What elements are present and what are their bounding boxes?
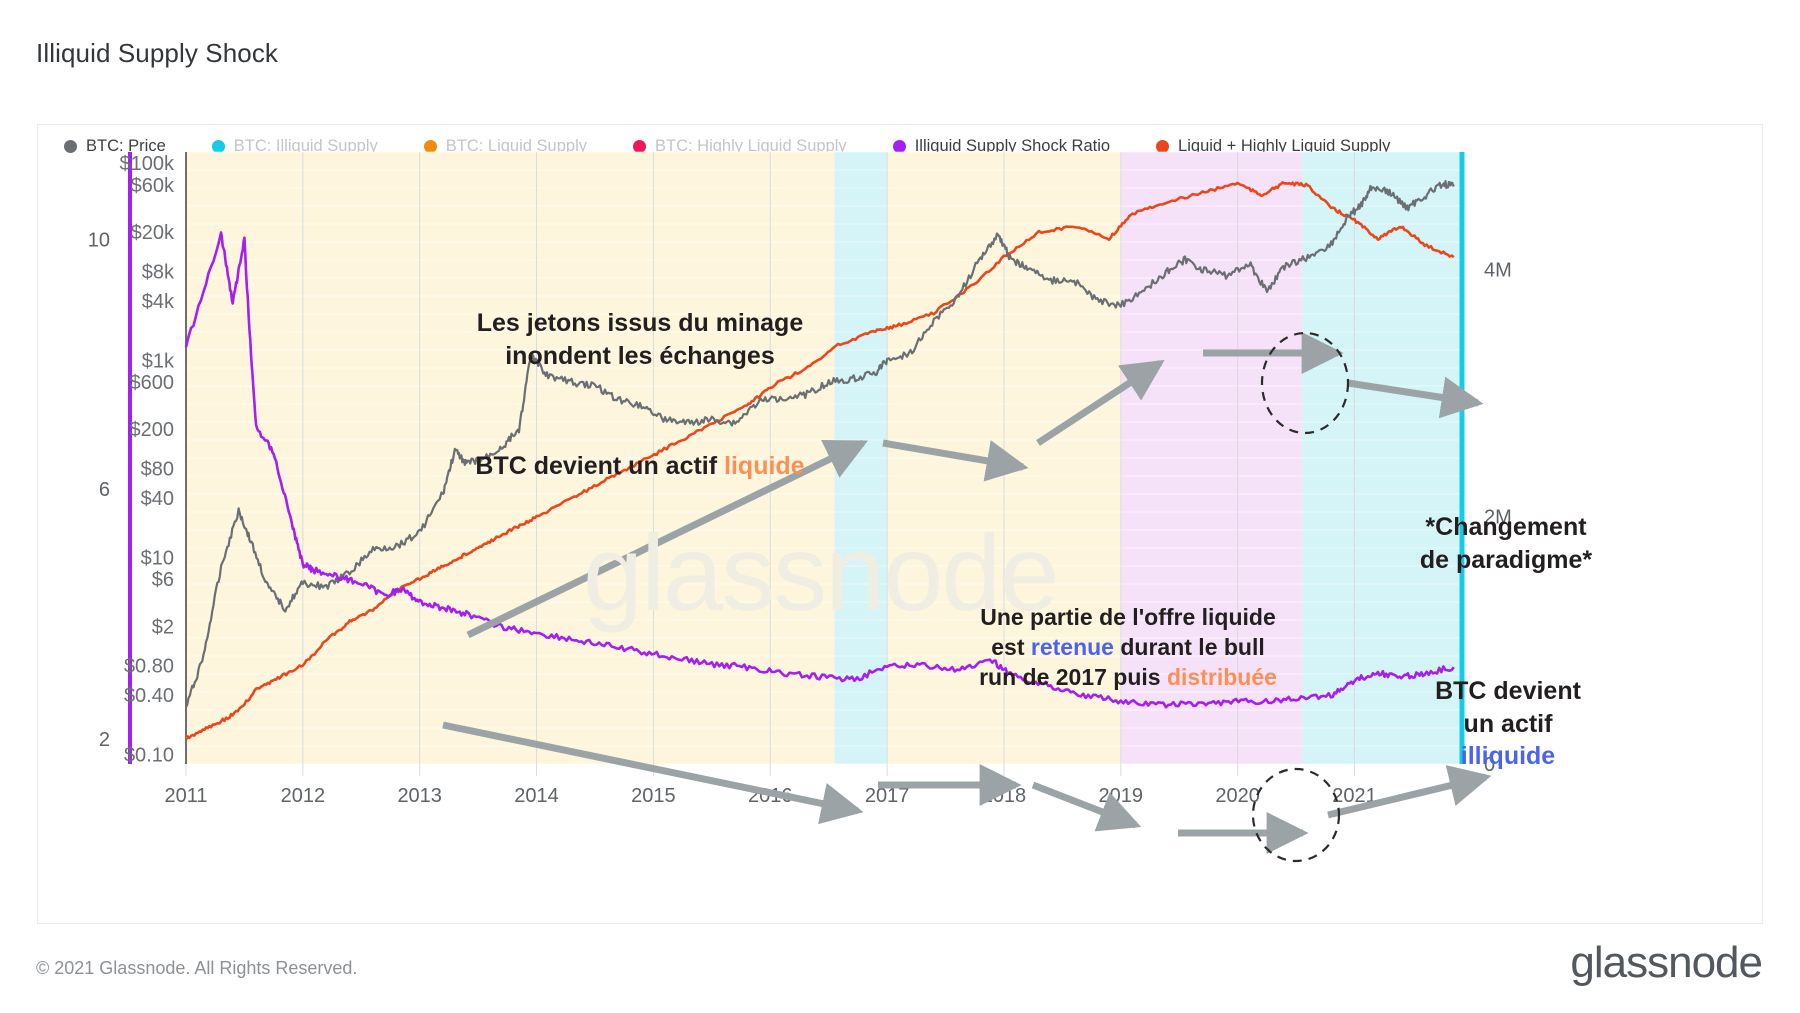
y-tick-price: $600 <box>130 372 175 394</box>
annotation-illiquid-line2: un actif <box>1463 709 1553 738</box>
legend-dot-icon <box>423 140 437 153</box>
annotation-illiquid-line1: BTC devient <box>1435 677 1581 705</box>
x-tick-label: 2021 <box>1332 785 1377 807</box>
legend-label: BTC: Illiquid Supply <box>233 137 378 155</box>
x-tick-label: 2014 <box>514 785 559 807</box>
y-tick-price: $1k <box>142 350 175 372</box>
y-tick-price: $80 <box>141 458 174 480</box>
y-tick-price: $4k <box>142 291 175 313</box>
trend-arrow-supply-rising <box>1036 359 1165 446</box>
legend-label: BTC: Liquid Supply <box>445 137 587 155</box>
trend-arrow-ratio-rising <box>1327 765 1492 819</box>
y-tick-price: $40 <box>141 488 174 510</box>
trend-arrow-supply-declining <box>1347 376 1484 419</box>
annotation-mining-line2: inondent les échanges <box>505 341 775 370</box>
legend-item-4[interactable]: Illiquid Supply Shock Ratio <box>892 137 1111 156</box>
annotation-bull-line3-a: run de 2017 puis <box>979 663 1167 690</box>
annotation-bull-line2-b: durant le bull <box>1113 633 1265 660</box>
legend-item-1[interactable]: BTC: Illiquid Supply <box>211 137 378 156</box>
annotation-illiquid-line3: illiquide <box>1460 742 1556 770</box>
chart-legend: BTC: Price BTC: Illiquid Supply BTC: Liqui… <box>64 137 1436 156</box>
annotation-paradigm-line2: de paradigme* <box>1419 545 1593 574</box>
chart-card: BTC: Price BTC: Illiquid Supply BTC: Liqui… <box>37 124 1763 924</box>
y-tick-supply: 2M <box>1484 507 1512 529</box>
annotation-bull-line1: Une partie de l'offre liquide <box>980 604 1276 630</box>
annotation-paradigm-line1: *Changement <box>1425 513 1587 541</box>
legend-item-3[interactable]: BTC: Highly Liquid Supply <box>633 137 847 156</box>
annotation-btc-liquid: BTC devient un actif liquide <box>430 450 850 483</box>
page-title: Illiquid Supply Shock <box>36 38 279 68</box>
y-tick-price: $20k <box>131 222 175 244</box>
legend-dot-icon <box>1156 140 1170 153</box>
legend-label: Liquid + Highly Liquid Supply <box>1178 137 1391 155</box>
y-tick-price: $8k <box>142 261 175 283</box>
series-btc-price <box>185 179 1455 708</box>
y-tick-price: $6 <box>152 569 174 591</box>
annotation-liquid-prefix: BTC devient un actif <box>475 452 725 480</box>
footer-copyright: © 2021 Glassnode. All Rights Reserved. <box>36 958 358 978</box>
y-tick-price: $0.40 <box>124 685 174 707</box>
y-tick-price: $2 <box>152 616 174 638</box>
annotation-bull-retenue: retenue <box>1030 633 1114 660</box>
y-tick-supply: 0 <box>1484 754 1495 776</box>
trend-arrow-supply-flat-1 <box>882 439 1029 482</box>
highlight-circle-ratio-bottom-highlight <box>1251 767 1341 863</box>
series-liquid-highly-liquid-supply <box>184 181 1455 741</box>
y-tick-ratio: 6 <box>99 479 110 501</box>
y-tick-price: $0.80 <box>124 655 174 677</box>
chart-plot-area: 2011201220132014201520162017201820192020… <box>38 125 1764 925</box>
legend-label: BTC: Highly Liquid Supply <box>655 137 847 155</box>
annotation-paradigm: *Changement de paradigme* <box>1356 511 1656 576</box>
legend-dot-icon <box>633 140 646 153</box>
legend-label: Illiquid Supply Shock Ratio <box>914 137 1111 155</box>
legend-label: BTC: Price <box>86 137 166 155</box>
y-tick-price: $200 <box>130 419 175 441</box>
x-tick-label: 2011 <box>164 785 207 807</box>
glassnode-logo: glassnode <box>1570 938 1763 987</box>
annotation-mining-line1: Les jetons issus du minage <box>476 309 804 337</box>
highlight-circle-supply-shock-highlight <box>1260 331 1350 435</box>
x-tick-label: 2019 <box>1099 785 1144 807</box>
legend-item-2[interactable]: BTC: Liquid Supply <box>423 137 587 156</box>
y-tick-price: $0.10 <box>124 744 174 766</box>
legend-dot-icon <box>892 140 906 153</box>
x-tick-label: 2012 <box>281 785 326 807</box>
annotation-bull-distribuee: distribuée <box>1166 663 1277 690</box>
legend-item-5[interactable]: Liquid + Highly Liquid Supply <box>1156 137 1390 156</box>
annotation-btc-illiquid: BTC devient un actif illiquide <box>1368 675 1648 773</box>
y-tick-ratio: 2 <box>99 729 110 751</box>
trend-arrow-price-rising-trend <box>466 439 869 639</box>
x-tick-label: 2013 <box>397 785 442 807</box>
trend-arrow-ratio-falling-trend <box>442 721 864 825</box>
series-illiquid-supply-shock-ratio <box>184 231 1455 709</box>
chart-svg: 2011201220132014201520162017201820192020… <box>88 151 1512 863</box>
trend-arrow-ratio-declining <box>1031 781 1142 832</box>
y-tick-ratio: 10 <box>88 229 110 251</box>
legend-dot-icon <box>211 140 225 153</box>
annotation-bull-line2-a: est <box>991 633 1031 660</box>
x-tick-label: 2015 <box>631 785 676 807</box>
legend-item-0[interactable]: BTC: Price <box>64 137 166 156</box>
y-tick-price: $10 <box>141 547 174 569</box>
y-tick-supply: 4M <box>1484 259 1512 281</box>
y-tick-price: $100k <box>120 153 175 175</box>
y-tick-price: $60k <box>131 175 175 197</box>
annotation-mining: Les jetons issus du minage inondent les … <box>430 307 850 372</box>
x-tick-label: 2017 <box>865 785 910 807</box>
annotation-bull-run: Une partie de l'offre liquide est retenu… <box>928 603 1328 693</box>
legend-dot-icon <box>64 140 77 153</box>
annotation-liquid-highlight: liquide <box>724 452 805 480</box>
x-tick-label: 2020 <box>1215 785 1260 807</box>
